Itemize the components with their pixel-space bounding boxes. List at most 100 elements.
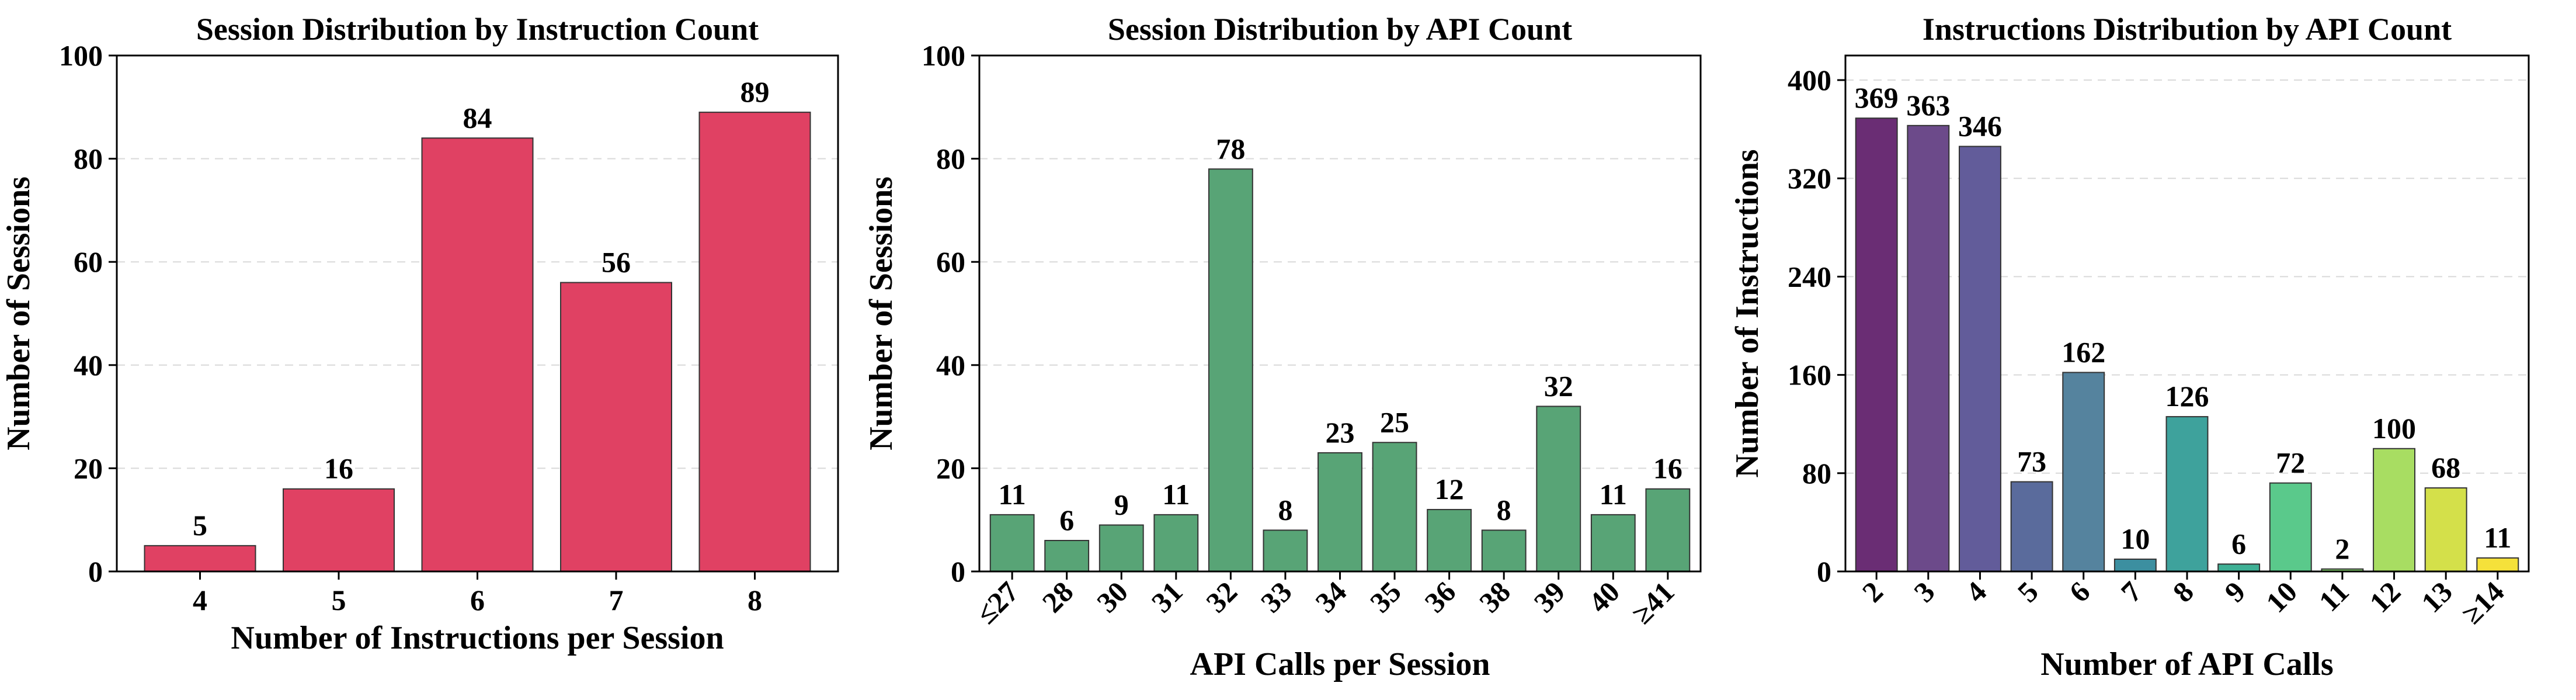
y-tick-label: 40 xyxy=(74,349,103,382)
bar xyxy=(2269,482,2312,573)
x-tick-label: ≥41 xyxy=(1625,575,1680,630)
data-label: 162 xyxy=(2062,335,2105,368)
x-tick-label: 7 xyxy=(2115,575,2148,608)
y-tick-label: 100 xyxy=(922,39,965,72)
x-tick-label: 33 xyxy=(1254,575,1298,619)
y-tick-label: 80 xyxy=(936,143,965,175)
x-tick-label: 39 xyxy=(1528,575,1572,619)
x-tick-label: 34 xyxy=(1309,575,1353,619)
y-tick-label: 240 xyxy=(1788,260,1831,293)
data-label: 16 xyxy=(1653,452,1682,485)
x-tick-label: 4 xyxy=(1959,575,1993,608)
bar xyxy=(1372,442,1417,572)
data-label: 11 xyxy=(999,478,1026,511)
bar xyxy=(1044,540,1090,573)
bar xyxy=(2373,448,2415,572)
x-tick-label: 8 xyxy=(2167,575,2200,608)
x-tick-label: 13 xyxy=(2415,575,2459,619)
data-label: 89 xyxy=(741,75,770,108)
y-tick-label: 0 xyxy=(1817,555,1831,588)
bar xyxy=(1481,529,1527,572)
bar xyxy=(1153,514,1199,572)
bar xyxy=(2424,487,2467,572)
chart-title: Session Distribution by API Count xyxy=(1108,12,1572,47)
x-tick-label: 4 xyxy=(193,584,207,616)
bar xyxy=(1907,124,1950,573)
bar xyxy=(2217,563,2261,573)
bar xyxy=(1645,488,1691,572)
bar xyxy=(1855,117,1898,572)
bar xyxy=(2113,558,2157,573)
bar xyxy=(1590,514,1636,572)
bar xyxy=(1317,452,1362,572)
x-tick-label: 11 xyxy=(2313,575,2355,618)
data-label: 8 xyxy=(1497,493,1511,526)
x-axis-label: API Calls per Session xyxy=(1190,646,1490,682)
x-tick-label: 8 xyxy=(748,584,762,616)
data-label: 72 xyxy=(2276,446,2305,479)
y-tick-label: 400 xyxy=(1788,64,1831,96)
x-tick-label: 2 xyxy=(1856,575,1889,608)
x-tick-label: 9 xyxy=(2218,575,2251,608)
y-tick-label: 80 xyxy=(74,143,103,175)
data-label: 32 xyxy=(1544,369,1573,402)
x-tick-label: 12 xyxy=(2363,575,2407,619)
y-tick-label: 0 xyxy=(951,555,965,588)
data-label: 11 xyxy=(1162,478,1190,511)
data-label: 6 xyxy=(2231,527,2246,560)
data-label: 6 xyxy=(1059,504,1074,536)
x-tick-label: 38 xyxy=(1473,575,1517,619)
x-tick-label: 32 xyxy=(1200,575,1243,619)
data-label: 8 xyxy=(1278,493,1292,526)
x-tick-label: 6 xyxy=(470,584,485,616)
x-axis-label: Number of API Calls xyxy=(2040,646,2333,682)
data-label: 9 xyxy=(1114,488,1129,521)
data-label: 16 xyxy=(324,452,353,485)
y-axis-label: Number of Sessions xyxy=(863,176,899,451)
y-tick-label: 80 xyxy=(1802,457,1831,490)
bar xyxy=(2476,557,2519,572)
y-axis-label: Number of Instructions xyxy=(1729,149,1765,477)
data-label: 5 xyxy=(193,509,207,542)
bar xyxy=(560,282,672,572)
y-tick-label: 60 xyxy=(74,245,103,278)
y-tick-label: 100 xyxy=(59,39,103,72)
data-label: 12 xyxy=(1435,473,1464,505)
x-tick-label: 6 xyxy=(2063,575,2096,608)
data-label: 68 xyxy=(2431,451,2460,484)
data-label: 126 xyxy=(2165,380,2209,413)
x-tick-label: 5 xyxy=(332,584,346,616)
data-label: 23 xyxy=(1326,416,1355,449)
x-tick-label: 3 xyxy=(1907,575,1941,608)
data-label: 78 xyxy=(1216,132,1245,165)
bar xyxy=(2165,416,2209,572)
y-tick-label: 320 xyxy=(1788,162,1831,195)
x-tick-label: 5 xyxy=(2011,575,2045,608)
bar xyxy=(1536,406,1581,572)
data-label: 363 xyxy=(1906,89,1950,122)
y-axis-label: Number of Sessions xyxy=(1,176,37,451)
x-tick-label: 36 xyxy=(1418,575,1462,619)
chart-panel-3: 369 3633467316210126672210068110801602403… xyxy=(1729,12,2530,682)
x-tick-label: ≤27 xyxy=(970,575,1025,630)
x-tick-label: 30 xyxy=(1090,575,1134,619)
y-tick-label: 160 xyxy=(1788,359,1831,391)
bar xyxy=(989,514,1035,572)
x-tick-label: 10 xyxy=(2259,575,2303,619)
data-label: 25 xyxy=(1380,406,1409,438)
bar xyxy=(283,488,395,572)
data-label: 10 xyxy=(2120,522,2150,555)
x-tick-label: 7 xyxy=(609,584,624,616)
bar xyxy=(1263,529,1308,572)
data-label: 346 xyxy=(1958,110,2002,143)
bar xyxy=(144,545,256,572)
x-tick-label: ≥14 xyxy=(2455,575,2510,630)
bar xyxy=(698,112,811,572)
data-label: 56 xyxy=(602,246,631,279)
chart-title: Instructions Distribution by API Count xyxy=(1923,12,2452,47)
bar xyxy=(2062,372,2105,573)
data-label: 11 xyxy=(2484,521,2511,554)
bar xyxy=(1959,145,2001,573)
